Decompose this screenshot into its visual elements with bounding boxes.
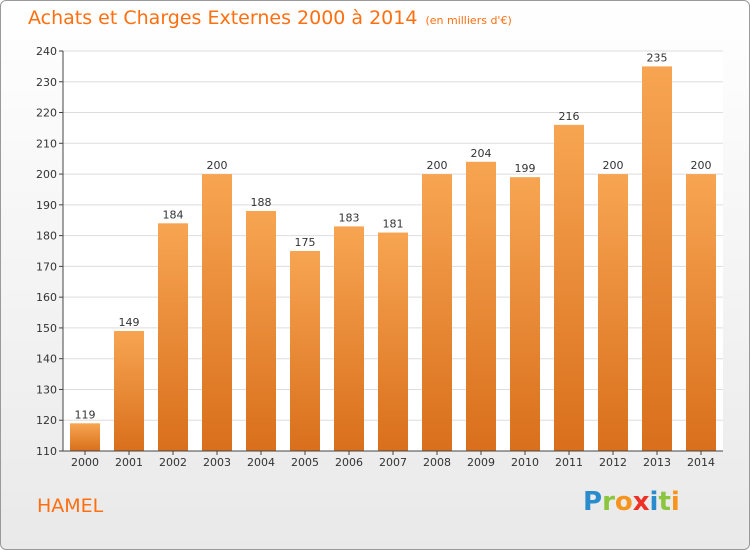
data-label: 235 (647, 51, 668, 64)
data-label: 184 (163, 208, 184, 221)
x-tick-label: 2003 (203, 456, 231, 469)
x-tick-label: 2000 (71, 456, 99, 469)
data-label: 175 (295, 236, 316, 249)
chart-title: Achats et Charges Externes 2000 à 2014 (28, 7, 418, 29)
x-tick-label: 2012 (599, 456, 627, 469)
y-tick-label: 130 (36, 383, 57, 396)
x-tick-label: 2010 (511, 456, 539, 469)
y-tick-label: 200 (36, 168, 57, 181)
data-label: 149 (119, 316, 140, 329)
bar-2003 (202, 174, 232, 452)
y-tick-label: 230 (36, 76, 57, 89)
x-tick-label: 2004 (247, 456, 275, 469)
data-label: 199 (515, 162, 536, 175)
x-tick-label: 2002 (159, 456, 187, 469)
data-label: 200 (603, 159, 624, 172)
data-label: 200 (427, 159, 448, 172)
logo-letter: x (632, 487, 650, 517)
bar-2004 (246, 211, 276, 451)
bar-2012 (598, 174, 628, 452)
x-tick-label: 2011 (555, 456, 583, 469)
bar-2006 (334, 226, 364, 451)
logo-letter: i (670, 487, 680, 517)
chart-title-block: Achats et Charges Externes 2000 à 2014 (e… (28, 7, 512, 29)
bar-2014 (686, 174, 716, 452)
x-tick-label: 2005 (291, 456, 319, 469)
x-tick-label: 2013 (643, 456, 671, 469)
y-tick-label: 240 (36, 45, 57, 58)
data-label: 216 (559, 110, 580, 123)
logo-letter: t (658, 487, 671, 517)
bars: 119 149 184 200 188 175 183 181 200 204 199 216 200 2… (70, 51, 716, 452)
logo-letter: r (602, 487, 615, 517)
y-tick-label: 120 (36, 414, 57, 427)
bar-2002 (158, 223, 188, 451)
x-tick-label: 2006 (335, 456, 363, 469)
bar-2013 (642, 66, 672, 451)
bar-2007 (378, 232, 408, 451)
y-tick-label: 180 (36, 230, 57, 243)
y-tick-label: 140 (36, 353, 57, 366)
data-label: 204 (471, 147, 492, 160)
y-tick-label: 110 (36, 445, 57, 458)
x-tick-label: 2014 (687, 456, 715, 469)
x-tick-label: 2009 (467, 456, 495, 469)
bar-2009 (466, 161, 496, 451)
bar-2005 (290, 251, 320, 451)
bar-2001 (114, 331, 144, 451)
x-tick-label: 2001 (115, 456, 143, 469)
y-tick-label: 210 (36, 137, 57, 150)
y-tick-label: 160 (36, 291, 57, 304)
y-tick-label: 190 (36, 199, 57, 212)
data-label: 188 (251, 196, 272, 209)
y-tick-label: 170 (36, 260, 57, 273)
bar-2011 (554, 124, 584, 451)
y-tick-label: 220 (36, 107, 57, 120)
location-name: HAMEL (37, 495, 104, 517)
y-tick-label: 150 (36, 322, 57, 335)
data-label: 200 (207, 159, 228, 172)
data-label: 119 (75, 408, 96, 421)
data-label: 183 (339, 211, 360, 224)
bar-2000 (70, 423, 100, 451)
bar-2008 (422, 174, 452, 452)
logo-letter: i (649, 487, 659, 517)
x-tick-label: 2007 (379, 456, 407, 469)
data-label: 200 (691, 159, 712, 172)
proxiti-logo[interactable]: Proxiti (583, 487, 680, 517)
chart-subtitle: (en milliers d'€) (425, 14, 512, 27)
bar-2010 (510, 177, 540, 451)
x-tick-label: 2008 (423, 456, 451, 469)
axes: 110 120 130 140 150 160 170 180 190 200 210 220 230 2… (36, 45, 723, 469)
data-label: 181 (383, 218, 404, 231)
logo-letter: P (583, 487, 603, 517)
logo-letter: o (614, 487, 633, 517)
